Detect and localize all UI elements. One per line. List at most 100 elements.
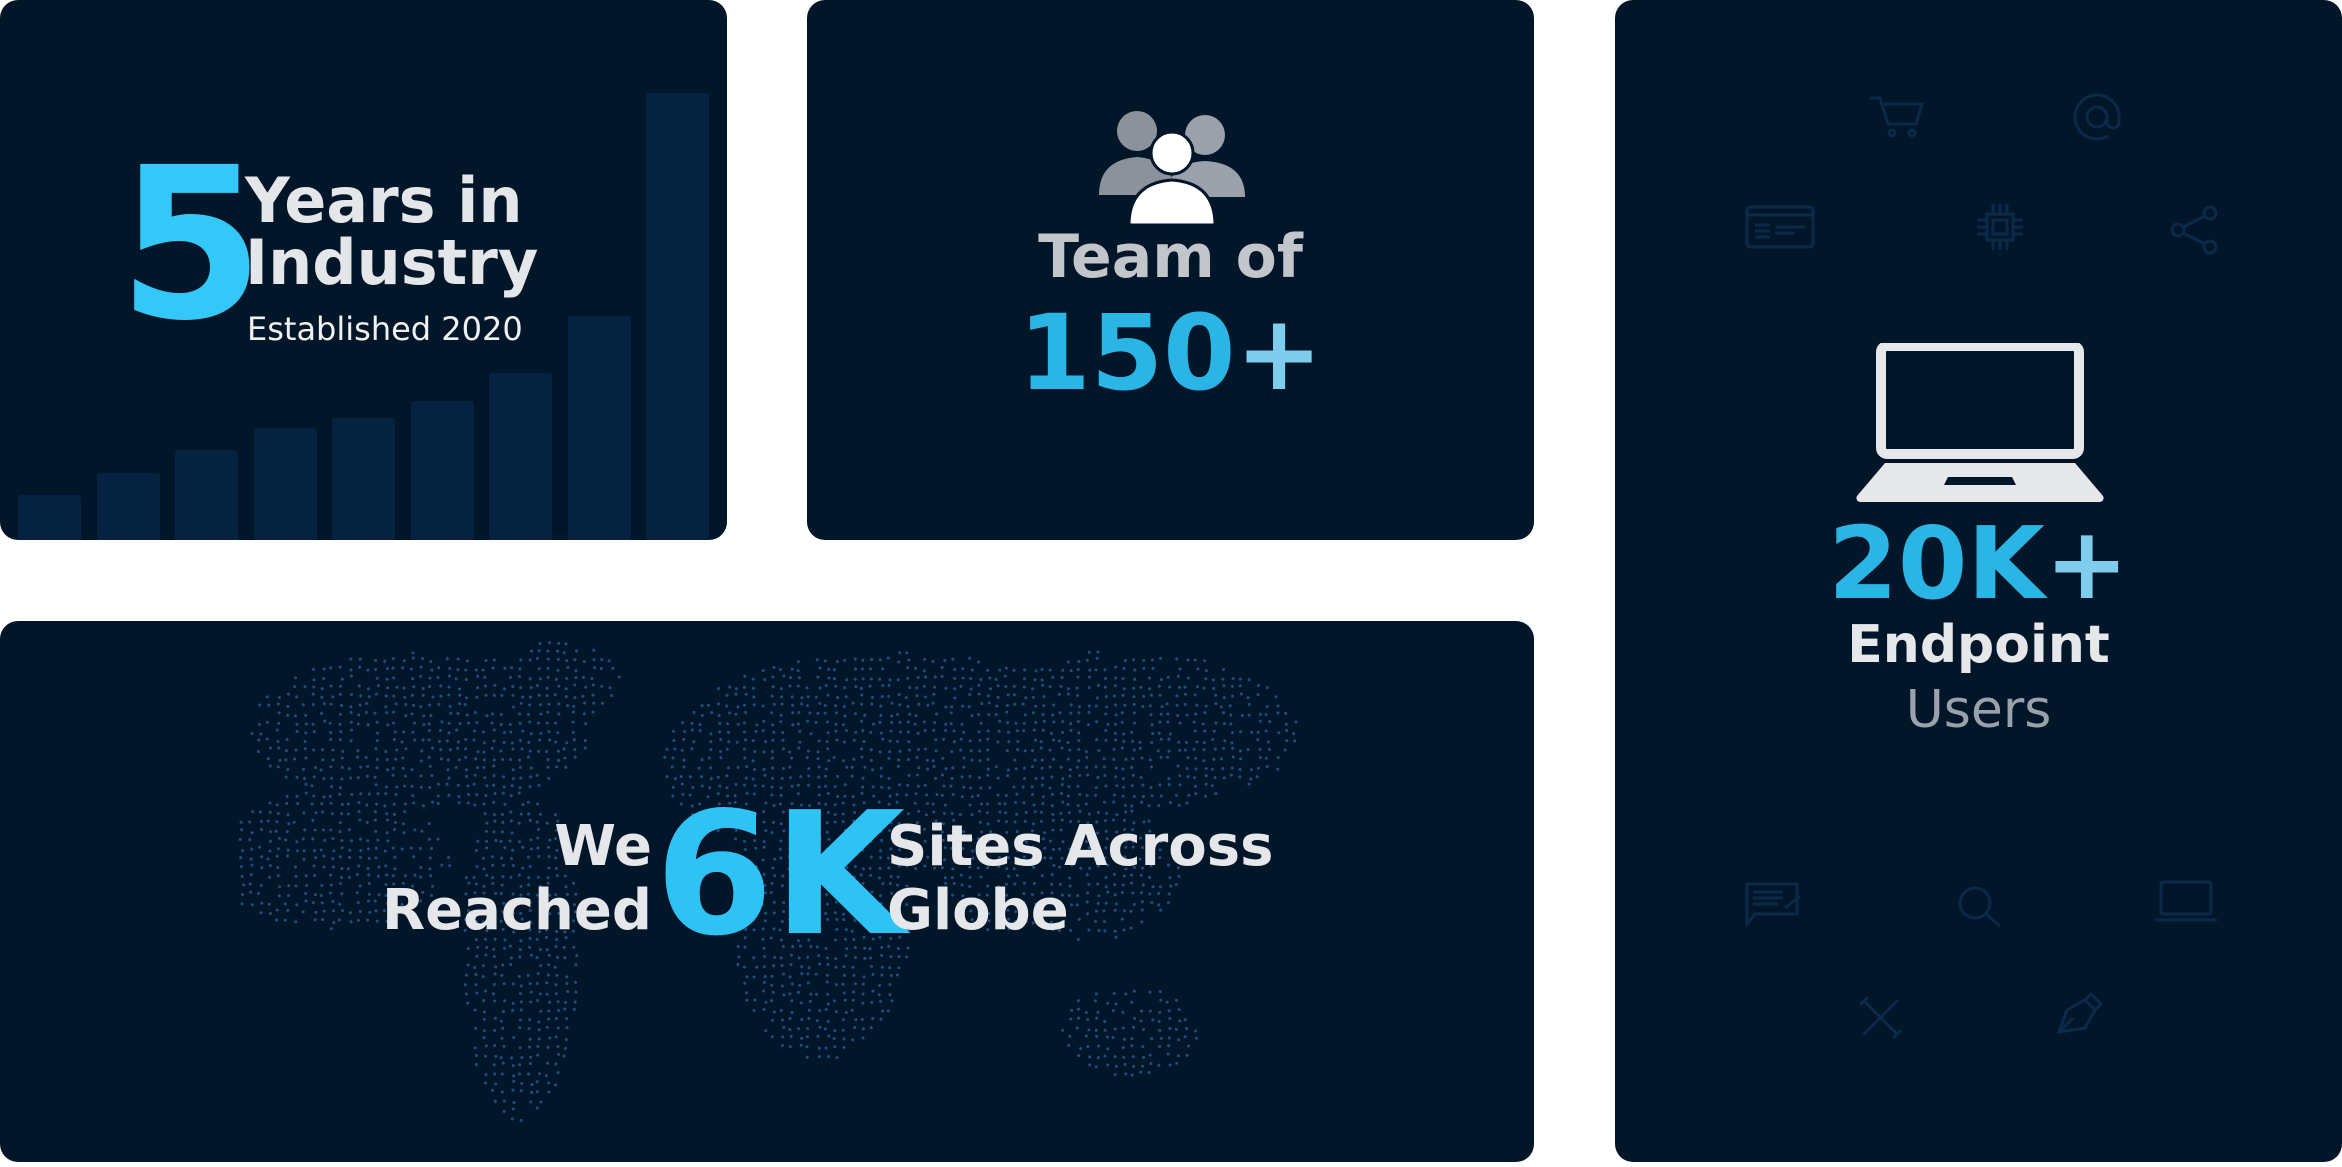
map-dot bbox=[1239, 730, 1243, 734]
map-dot bbox=[528, 945, 532, 949]
map-dot bbox=[314, 910, 318, 914]
map-dot bbox=[476, 674, 480, 678]
map-dot bbox=[880, 965, 884, 969]
map-dot bbox=[970, 795, 974, 799]
map-dot bbox=[771, 738, 775, 742]
map-dot bbox=[1079, 1047, 1083, 1051]
map-dot bbox=[905, 955, 909, 959]
map-dot bbox=[581, 675, 585, 679]
map-dot bbox=[826, 1019, 830, 1023]
map-dot bbox=[1138, 740, 1142, 744]
map-dot bbox=[824, 767, 828, 771]
map-dot bbox=[546, 973, 550, 977]
map-dot bbox=[529, 838, 533, 842]
map-dot bbox=[1069, 928, 1073, 932]
map-dot bbox=[574, 980, 578, 984]
map-dot bbox=[764, 911, 768, 915]
map-dot bbox=[845, 846, 849, 850]
map-dot bbox=[762, 980, 766, 984]
map-dot bbox=[1060, 746, 1064, 750]
map-dot bbox=[753, 998, 757, 1002]
map-dot bbox=[734, 687, 738, 691]
map-dot bbox=[366, 668, 370, 672]
map-dot bbox=[277, 746, 281, 750]
map-dot bbox=[790, 703, 794, 707]
map-dot bbox=[447, 793, 451, 797]
map-dot bbox=[996, 740, 1000, 744]
map-dot bbox=[968, 884, 972, 888]
map-dot bbox=[826, 881, 830, 885]
map-dot bbox=[401, 881, 405, 885]
map-dot bbox=[987, 912, 991, 916]
map-dot bbox=[797, 956, 801, 960]
map-dot bbox=[896, 947, 900, 951]
map-dot bbox=[878, 935, 882, 939]
map-dot bbox=[500, 1072, 504, 1076]
map-dot bbox=[508, 900, 512, 904]
map-dot bbox=[1113, 893, 1117, 897]
map-dot bbox=[790, 802, 794, 806]
map-dot bbox=[962, 756, 966, 760]
map-dot bbox=[1174, 882, 1178, 886]
map-dot bbox=[499, 839, 503, 843]
map-dot bbox=[1114, 1002, 1118, 1006]
map-dot bbox=[843, 937, 847, 941]
map-dot bbox=[572, 738, 576, 742]
map-dot bbox=[841, 820, 845, 824]
map-dot bbox=[430, 668, 434, 672]
map-dot bbox=[979, 802, 983, 806]
map-dot bbox=[773, 955, 777, 959]
map-dot bbox=[861, 677, 865, 681]
map-dot bbox=[888, 966, 892, 970]
map-dot bbox=[304, 874, 308, 878]
map-dot bbox=[331, 909, 335, 913]
map-dot bbox=[519, 1118, 523, 1122]
map-dot bbox=[1076, 894, 1080, 898]
map-dot bbox=[734, 828, 738, 832]
map-dot bbox=[1214, 792, 1218, 796]
map-dot bbox=[1088, 1063, 1092, 1067]
map-dot bbox=[412, 685, 416, 689]
map-dot bbox=[248, 838, 252, 842]
map-dot bbox=[366, 687, 370, 691]
map-dot bbox=[555, 938, 559, 941]
map-dot bbox=[286, 894, 290, 898]
map-dot bbox=[1114, 713, 1118, 717]
map-dot bbox=[338, 738, 342, 742]
map-dot bbox=[312, 864, 316, 868]
map-dot bbox=[904, 793, 908, 797]
map-dot bbox=[951, 893, 955, 897]
map-dot bbox=[482, 765, 486, 769]
map-dot bbox=[1138, 857, 1142, 861]
map-dot bbox=[509, 758, 513, 762]
map-dot bbox=[916, 731, 920, 735]
map-dot bbox=[437, 702, 441, 706]
map-dot bbox=[545, 992, 549, 996]
map-dot bbox=[745, 975, 749, 979]
map-dot bbox=[493, 819, 497, 823]
map-dot bbox=[511, 892, 515, 896]
map-dot bbox=[1140, 1009, 1144, 1013]
map-dot bbox=[1264, 756, 1268, 760]
map-dot bbox=[868, 947, 872, 951]
map-dot bbox=[971, 856, 975, 860]
map-dot bbox=[844, 1011, 848, 1015]
map-dot bbox=[1130, 804, 1134, 808]
map-dot bbox=[293, 757, 297, 761]
map-dot bbox=[1276, 756, 1280, 760]
map-dot bbox=[680, 748, 684, 752]
map-dot bbox=[539, 1009, 543, 1013]
map-dot bbox=[890, 701, 894, 705]
map-dot bbox=[968, 774, 972, 778]
map-dot bbox=[887, 756, 891, 760]
map-dot bbox=[294, 676, 298, 680]
map-dot bbox=[386, 686, 390, 690]
map-dot bbox=[499, 1019, 503, 1023]
map-dot bbox=[697, 766, 701, 770]
map-dot bbox=[807, 966, 811, 970]
map-dot bbox=[473, 710, 477, 714]
map-dot bbox=[886, 1009, 890, 1013]
map-dot bbox=[764, 801, 768, 805]
map-dot bbox=[799, 1043, 803, 1047]
map-dot bbox=[555, 874, 559, 878]
